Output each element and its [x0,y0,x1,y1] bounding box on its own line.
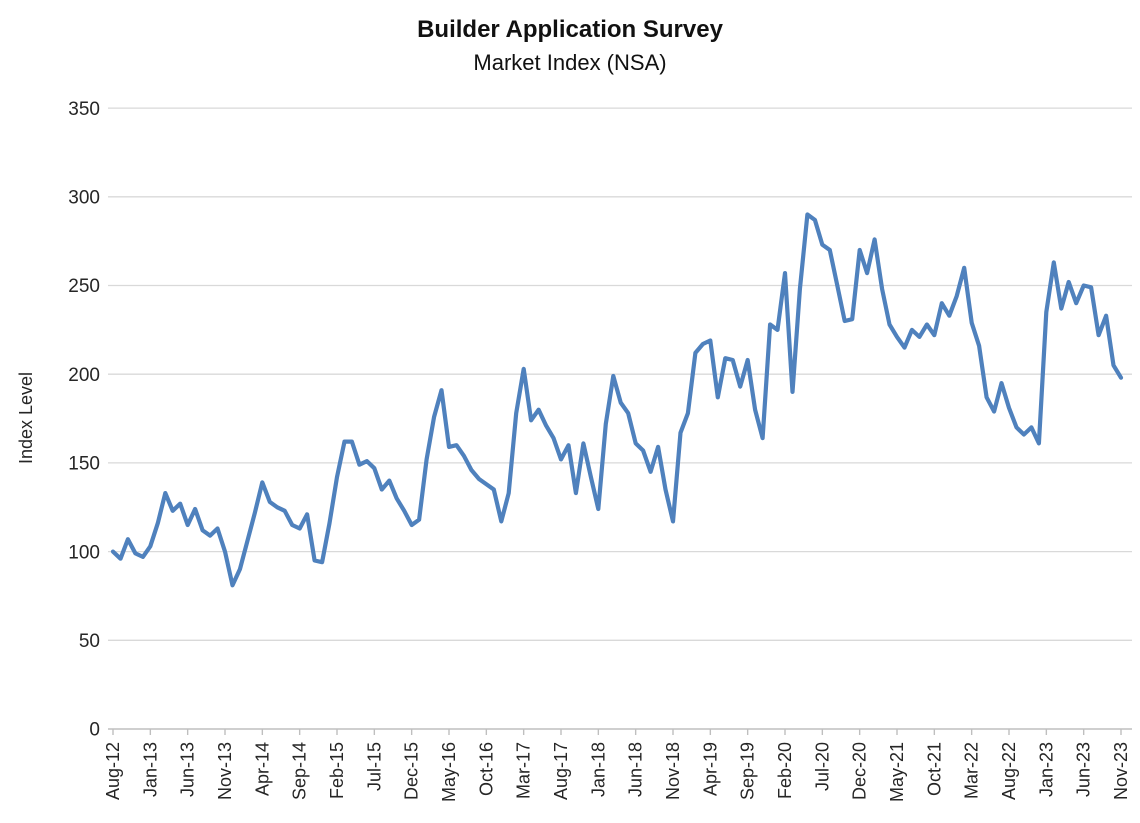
x-axis-tick-label: Jan-23 [1036,742,1056,797]
x-axis-tick-label: Nov-23 [1111,742,1131,800]
x-axis-tick-label: Jun-18 [626,742,646,797]
x-axis-tick-label: Nov-18 [663,742,683,800]
x-axis-tick-label: Jan-13 [140,742,160,797]
x-axis-tick-label: Aug-17 [551,742,571,800]
x-axis-tick-label: Jun-13 [178,742,198,797]
y-axis-tick-label: 50 [79,631,100,652]
x-axis-tick-label: May-16 [439,742,459,802]
x-axis-tick-label: Apr-19 [700,742,720,796]
x-axis-tick-label: Aug-22 [999,742,1019,800]
y-axis-tick-label: 350 [68,99,100,120]
y-axis-title: Index Level [16,372,36,464]
x-axis-tick-label: Jul-15 [364,742,384,791]
x-axis-tick-label: Oct-21 [924,742,944,796]
x-axis-tick-label: Dec-15 [402,742,422,800]
x-axis-tick-label: Oct-16 [476,742,496,796]
y-axis-tick-label: 0 [89,720,100,741]
x-axis-tick-label: Dec-20 [850,742,870,800]
market-index-line-series [110,212,1124,588]
x-axis-tick-label: Sep-14 [290,742,310,800]
y-axis-tick-label: 200 [68,365,100,386]
x-axis-tick-label: Nov-13 [215,742,235,800]
x-axis-tick-label: Feb-20 [775,742,795,799]
x-axis-tick-label: Jan-18 [588,742,608,797]
x-axis-tick-label: Aug-12 [103,742,123,800]
y-axis-tick-label: 100 [68,542,100,563]
x-axis-tick-label: Jun-23 [1074,742,1094,797]
x-axis-tick-label: Feb-15 [327,742,347,799]
y-axis-tick-label: 300 [68,187,100,208]
x-axis-tick-label: Jul-20 [812,742,832,791]
chart-subtitle: Market Index (NSA) [473,50,667,75]
y-axis-tick-label: 150 [68,454,100,475]
y-axis-tick-label: 250 [68,276,100,297]
x-axis-tick-label: Mar-22 [962,742,982,799]
x-axis-tick-label: Sep-19 [738,742,758,800]
x-axis-tick-label: Mar-17 [514,742,534,799]
x-axis-tick-label: Apr-14 [252,742,272,796]
chart-title: Builder Application Survey [417,16,723,43]
x-axis-tick-label: May-21 [887,742,907,802]
